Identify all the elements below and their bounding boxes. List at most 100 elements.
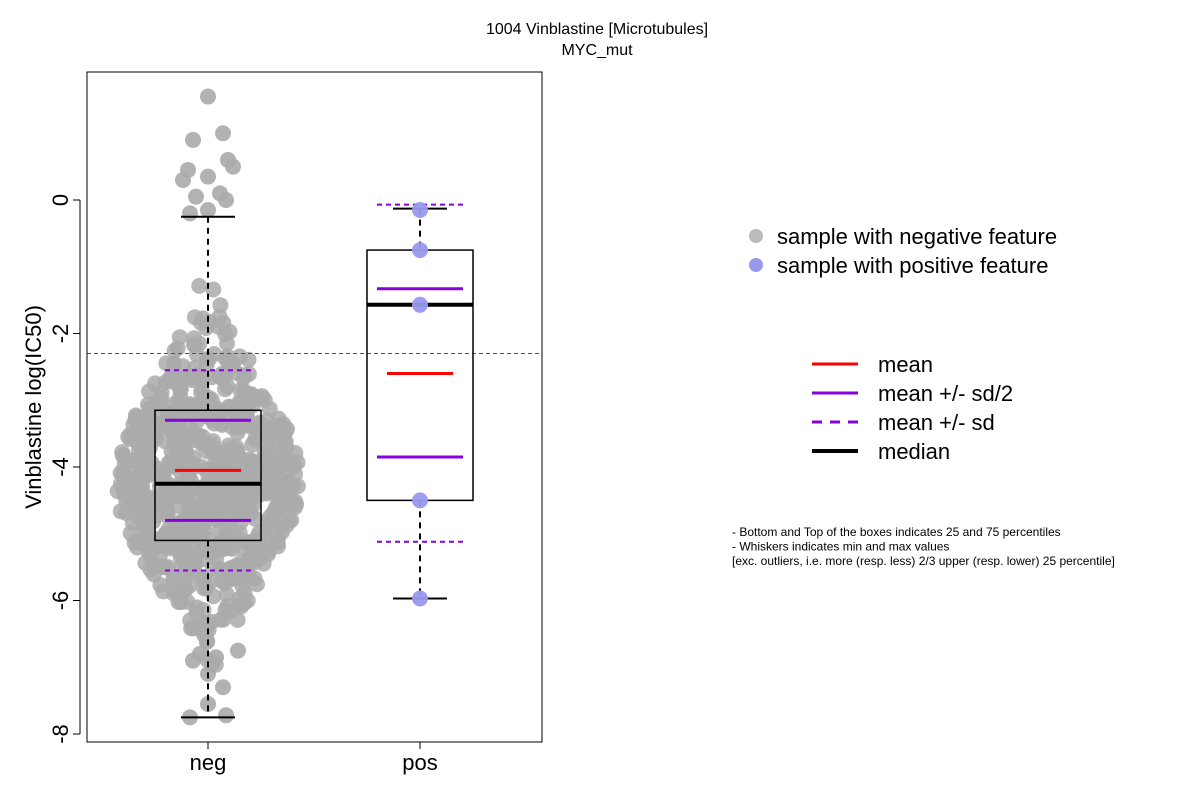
legend-stat-label: median: [878, 439, 950, 464]
neg-sample-point: [186, 309, 203, 326]
neg-sample-point: [201, 350, 218, 367]
neg-sample-point: [142, 489, 159, 506]
neg-sample-point: [243, 386, 260, 403]
neg-sample-point: [216, 453, 232, 470]
neg-sample-point: [179, 468, 196, 485]
legend-stat-label: mean: [878, 352, 933, 377]
neg-sample-point: [212, 297, 229, 314]
neg-sample-point: [200, 695, 216, 712]
neg-sample-point: [200, 88, 216, 105]
neg-sample-point: [161, 371, 178, 388]
neg-sample-point: [155, 583, 172, 600]
neg-sample-point: [262, 457, 279, 473]
neg-sample-point: [229, 424, 246, 441]
neg-sample-point: [234, 553, 251, 570]
neg-sample-point: [256, 418, 273, 435]
y-tick-label: -6: [48, 591, 73, 611]
neg-sample-point: [264, 505, 281, 522]
neg-sample-point: [205, 281, 222, 298]
neg-sample-point: [183, 397, 200, 414]
neg-sample-point: [195, 602, 212, 618]
neg-sample-point: [166, 342, 183, 359]
neg-sample-point: [147, 375, 164, 392]
neg-sample-point: [247, 510, 264, 527]
neg-sample-point: [229, 611, 246, 628]
neg-sample-point: [224, 503, 241, 520]
neg-sample-point: [191, 277, 208, 294]
neg-sample-point: [231, 348, 248, 365]
legend-stat-label: mean +/- sd/2: [878, 381, 1013, 406]
neg-sample-point: [171, 329, 188, 346]
neg-sample-point: [142, 534, 159, 551]
neg-sample-point: [200, 202, 216, 219]
neg-sample-point: [140, 406, 157, 423]
neg-sample-point: [215, 125, 231, 142]
legend-sample-marker: [749, 229, 763, 243]
neg-sample-point: [205, 559, 222, 576]
neg-sample-point: [154, 468, 171, 485]
y-tick-label: -4: [48, 457, 73, 477]
neg-sample-point: [244, 436, 261, 453]
pos-sample-point: [412, 202, 428, 219]
neg-sample-point: [246, 554, 263, 571]
neg-sample-point: [258, 437, 275, 454]
pos-sample-point: [412, 590, 428, 607]
chart-title: 1004 Vinblastine [Microtubules]: [486, 21, 708, 38]
neg-sample-point: [186, 360, 203, 376]
neg-sample-point: [251, 524, 268, 541]
y-tick-label: -2: [48, 324, 73, 344]
legend-sample-label: sample with positive feature: [777, 253, 1048, 278]
neg-sample-point: [289, 478, 306, 495]
neg-sample-point: [188, 188, 204, 205]
neg-sample-point: [117, 478, 134, 495]
neg-sample-point: [242, 455, 259, 472]
neg-sample-point: [182, 205, 198, 222]
neg-box: [154, 409, 262, 542]
x-tick-label: neg: [190, 750, 227, 775]
neg-sample-point: [157, 497, 174, 514]
neg-sample-point: [214, 535, 231, 552]
pos-sample-point: [412, 492, 428, 509]
legend: sample with negative feature sample with …: [749, 224, 1057, 464]
neg-sample-point: [277, 434, 294, 450]
neg-sample-point: [219, 335, 235, 352]
neg-sample-point: [215, 314, 232, 331]
neg-sample-point: [196, 580, 212, 597]
neg-sample-point: [236, 594, 253, 611]
neg-sample-point: [230, 642, 246, 659]
neg-sample-point: [175, 440, 192, 457]
neg-sample-point: [213, 370, 230, 387]
y-tick-label: -8: [48, 724, 73, 744]
neg-sample-point: [175, 575, 192, 592]
neg-sample-point: [216, 575, 233, 592]
neg-sample-point: [193, 504, 210, 520]
neg-sample-point: [225, 158, 241, 175]
neg-sample-point: [286, 499, 303, 516]
neg-sample-point: [238, 534, 255, 551]
neg-sample-point: [161, 540, 178, 557]
neg-sample-point: [218, 192, 234, 208]
x-tick-label: pos: [402, 750, 437, 775]
neg-sample-point: [153, 559, 170, 576]
neg-sample-point: [212, 611, 229, 628]
legend-stat-label: mean +/- sd: [878, 410, 995, 435]
note-line: - Bottom and Top of the boxes indicates …: [732, 525, 1061, 539]
neg-sample-point: [186, 551, 203, 568]
neg-sample-point: [130, 509, 147, 526]
legend-sample-label: sample with negative feature: [777, 224, 1057, 249]
neg-sample-point: [224, 440, 241, 456]
neg-sample-point: [270, 538, 286, 555]
neg-sample-point: [246, 570, 263, 587]
note-line: [exc. outliers, i.e. more (resp. less) 2…: [732, 554, 1115, 568]
plot-frame: [86, 71, 543, 743]
neg-sample-point: [283, 512, 300, 529]
neg-sample-point: [137, 466, 154, 483]
neg-sample-point: [164, 414, 180, 431]
neg-sample-point: [175, 358, 191, 375]
neg-sample-point: [202, 400, 218, 417]
neg-sample-point: [185, 131, 201, 148]
neg-sample-point: [175, 171, 191, 188]
neg-sample-point: [215, 679, 231, 696]
neg-sample-point: [183, 620, 200, 637]
neg-sample-point: [125, 453, 142, 470]
